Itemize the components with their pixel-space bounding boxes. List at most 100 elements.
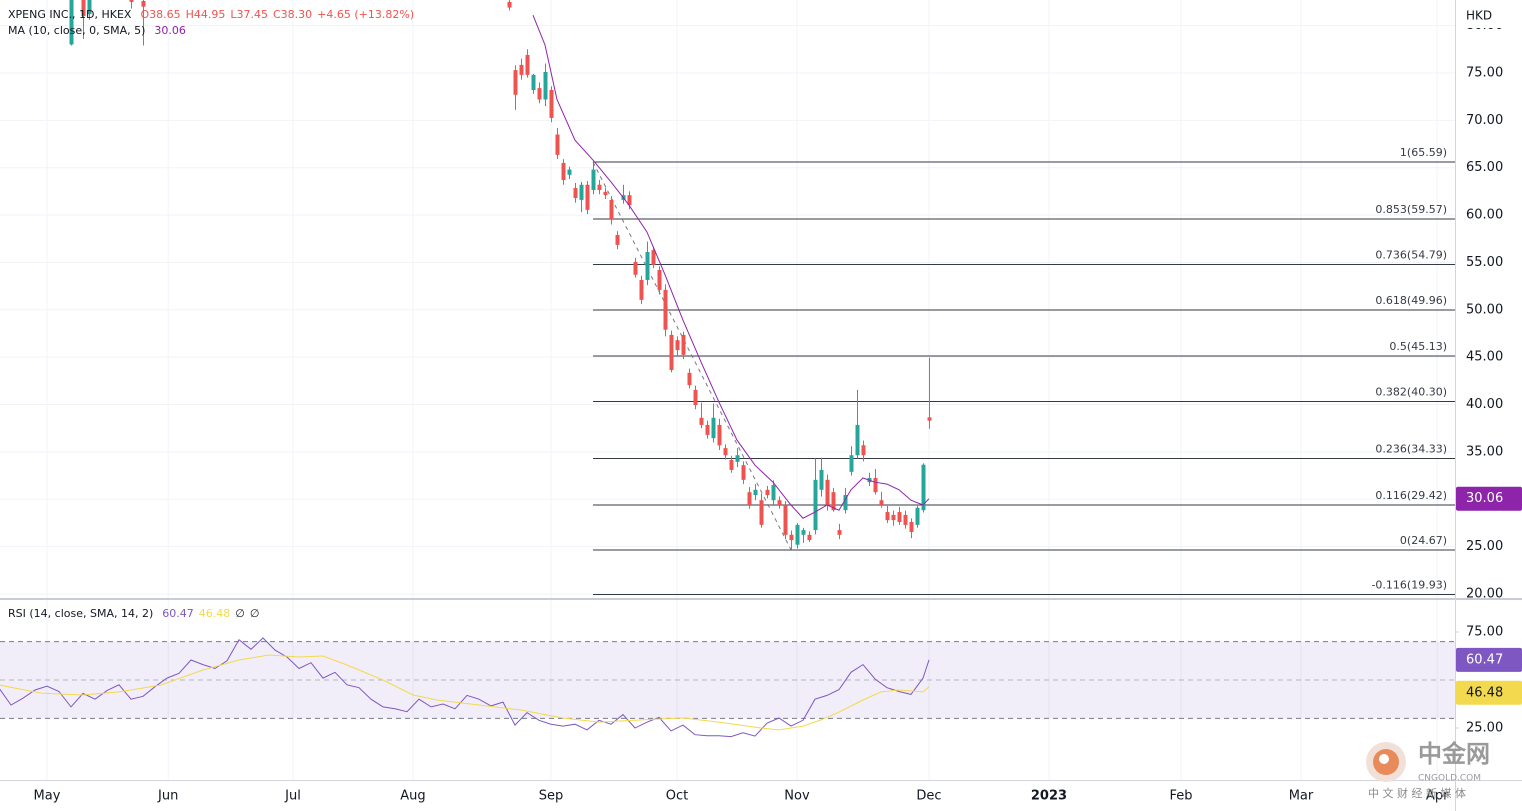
y-tick-label: 65.00 xyxy=(1466,160,1503,175)
x-tick-label: Feb xyxy=(1169,789,1192,804)
candle-body xyxy=(519,64,524,75)
ohlc-value: H44.95 xyxy=(185,8,226,21)
candle-body xyxy=(609,199,614,220)
candle-body xyxy=(141,0,146,7)
candle-body xyxy=(825,479,830,505)
candle-body xyxy=(663,289,668,330)
x-tick-label: Aug xyxy=(400,789,425,804)
candle-body xyxy=(87,0,92,15)
y-tick-label: 40.00 xyxy=(1466,397,1503,412)
candle-body xyxy=(633,261,638,275)
symbol: XPENG INC., 1D, HKEX xyxy=(8,8,132,21)
ohlc-value: C38.30 xyxy=(273,8,313,21)
candle-body xyxy=(513,70,518,95)
candle-body xyxy=(729,459,734,470)
candle-body xyxy=(927,417,932,421)
y-tick-label: 20.00 xyxy=(1466,587,1503,602)
rsi-line xyxy=(0,654,930,731)
rsi-legend: RSI (14, close, SMA, 14, 2) 60.47 46.48 ∅ ∅ xyxy=(8,607,269,620)
fib-label: 0.236(34.33) xyxy=(1375,442,1447,455)
candle-body xyxy=(837,530,842,535)
candle-body xyxy=(615,234,620,245)
ohlc-value: +4.65 (+13.82%) xyxy=(317,8,415,21)
fib-label: 0.618(49.96) xyxy=(1375,294,1447,307)
candle-body xyxy=(531,74,536,91)
candle-body xyxy=(861,445,866,456)
candle-body xyxy=(507,1,512,8)
candle-body xyxy=(567,169,572,175)
candle-body xyxy=(699,417,704,425)
candle-body xyxy=(765,489,770,496)
axis-unit-bg xyxy=(1456,4,1522,28)
rsi-value-tag: 46.48 xyxy=(1466,685,1503,700)
grid xyxy=(0,0,1455,780)
candle-body xyxy=(597,184,602,190)
rsi-line xyxy=(0,637,930,738)
fib-label: 0.736(54.79) xyxy=(1375,248,1447,261)
candle-body xyxy=(903,514,908,525)
candle-body xyxy=(735,455,740,462)
candle-body xyxy=(897,512,902,523)
candle-body xyxy=(909,522,914,532)
watermark-brand: 中金网 xyxy=(1418,740,1490,768)
y-tick-label: 45.00 xyxy=(1466,350,1503,365)
candle-body xyxy=(705,424,710,435)
fib-label: 0.116(29.42) xyxy=(1375,489,1447,502)
rsi-value-tag-bg xyxy=(1456,647,1522,672)
y-tick-label: 60.00 xyxy=(1466,208,1503,223)
axis-unit: HKD xyxy=(1466,9,1492,23)
candle-body xyxy=(561,162,566,181)
candle-body xyxy=(651,250,656,265)
candle-body xyxy=(753,489,758,496)
y-tick-label: 75.00 xyxy=(1466,625,1503,640)
y-tick-label: 50.00 xyxy=(1466,302,1503,317)
candle-body xyxy=(657,270,662,290)
watermark-logo xyxy=(1379,754,1389,764)
candle-body xyxy=(543,72,548,100)
x-tick-label: Oct xyxy=(666,789,688,804)
x-tick-label: Dec xyxy=(916,789,941,804)
x-tick-label: 2023 xyxy=(1031,789,1067,804)
fib-label: 0(24.67) xyxy=(1400,534,1447,547)
rsi-title: RSI (14, close, SMA, 14, 2) xyxy=(8,607,154,620)
x-tick-label: Jul xyxy=(284,789,301,804)
candle-body xyxy=(849,455,854,472)
candle-body xyxy=(741,465,746,480)
candle-body xyxy=(831,492,836,511)
y-tick-label: 25.00 xyxy=(1466,539,1503,554)
rsi-legend-value: 46.48 xyxy=(198,607,231,620)
rsi-value-tag-bg xyxy=(1456,680,1522,705)
y-tick-label: 25.00 xyxy=(1466,721,1503,736)
x-tick-label: May xyxy=(34,789,61,804)
candle-body xyxy=(675,340,680,351)
x-tick-label: Apr xyxy=(1426,789,1449,804)
candle-body xyxy=(801,530,806,535)
candle-body xyxy=(687,372,692,386)
candle-body xyxy=(537,88,542,100)
fib-label: 1(65.59) xyxy=(1400,146,1447,159)
x-tick-label: Sep xyxy=(539,789,564,804)
watermark-site: CNGOLD.COM xyxy=(1418,774,1481,784)
fib-trend-line xyxy=(592,161,792,551)
candle-body xyxy=(759,500,764,525)
candle-body xyxy=(747,492,752,505)
x-tick-label: Jun xyxy=(157,789,178,804)
candle-body xyxy=(639,279,644,300)
candle-body xyxy=(573,188,578,199)
x-tick-label: Nov xyxy=(784,789,810,804)
candle-body xyxy=(627,195,632,206)
price-pane: 1(65.59) 0.853(59.57) 0.736(54.79) 0.618(49… xyxy=(69,0,1455,596)
y-tick-label: 75.00 xyxy=(1466,65,1503,80)
candle-body xyxy=(525,54,530,75)
candle-body xyxy=(681,334,686,355)
ma-value: 30.06 xyxy=(154,24,191,37)
fib-label: 0.853(59.57) xyxy=(1375,203,1447,216)
ma-price-tag: 30.06 xyxy=(1466,491,1503,506)
candle-body xyxy=(81,0,86,17)
rsi-legend-extra: ∅ xyxy=(249,607,260,620)
candle-body xyxy=(585,184,590,210)
candle-body xyxy=(819,469,824,490)
y-tick-label: 70.00 xyxy=(1466,113,1503,128)
price-legend: XPENG INC., 1D, HKEX O38.65 H44.95 L37.45 C3… xyxy=(8,8,424,37)
